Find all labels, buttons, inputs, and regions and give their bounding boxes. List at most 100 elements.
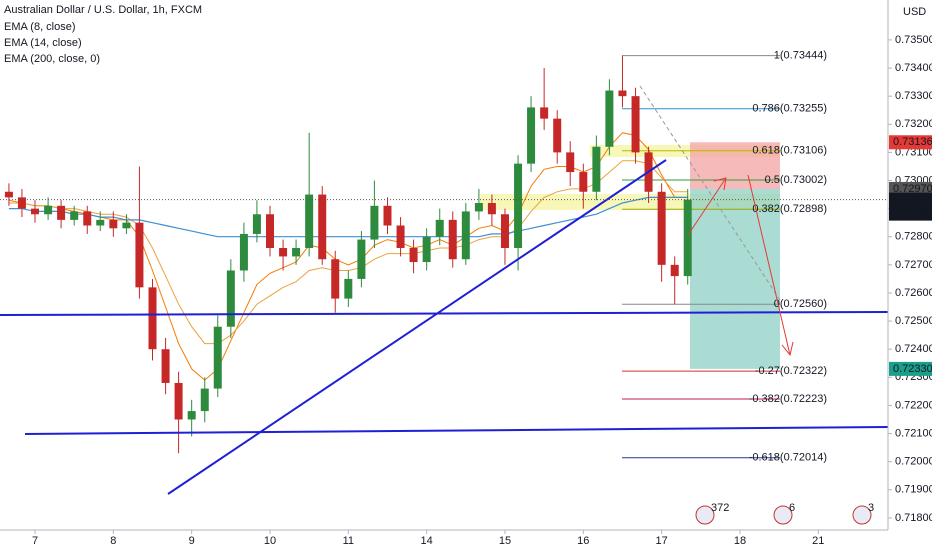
fib-label: 0.786(0.73255) [752,103,827,115]
candle-body [279,247,288,257]
price-tag [889,181,932,196]
candle-body [540,107,549,119]
x-tick-label: 16 [577,535,589,547]
candle-body [514,163,523,248]
y-tick-label: 0.72800 [895,231,932,243]
x-tick-label: 14 [421,535,433,547]
candle-body [487,203,496,215]
x-tick-label: 15 [499,535,511,547]
y-tick-label: 0.73100 [895,146,932,158]
event-icon [852,505,872,525]
candle-body [631,96,640,153]
candle-body [318,194,327,260]
candle-body [252,214,261,234]
x-tick-label: 9 [189,535,195,547]
candle-body [474,203,483,212]
candle-body [683,199,692,277]
y-tick-label: 0.73500 [895,34,932,46]
y-tick-label: 0.72600 [895,287,932,299]
candle-body [605,90,614,147]
event-count: 3 [868,502,874,514]
candle-body [174,382,183,420]
price-tag [889,361,932,376]
candle-body [383,205,392,226]
candle-body [657,191,666,265]
candle-body [448,219,457,260]
candle-body [500,214,509,248]
y-tick-label: 0.73300 [895,90,932,102]
chart-title: Australian Dollar / U.S. Dollar, 1h, FXC… [4,4,202,16]
y-axis-unit: USD [903,6,926,18]
candle-body [670,264,679,277]
candle-body [57,205,66,220]
candle-body [409,247,418,263]
trend-line [167,159,667,495]
fib-label: -0.27(0.72322) [755,365,827,377]
price-tag [889,135,932,150]
fib-label: 0.382(0.72898) [752,203,827,215]
y-tick-label: 0.71900 [895,484,932,496]
trend-line [0,311,889,316]
y-tick-label: 0.71800 [895,512,932,524]
legend-entry: EMA (8, close) [4,21,76,33]
stop-zone [690,142,780,189]
event-icon [773,505,793,525]
candle-body [200,388,209,412]
y-tick-label: 0.72400 [895,343,932,355]
y-tick-label: 0.73400 [895,62,932,74]
candle-body [592,146,601,192]
arrow [747,174,794,357]
trend-line [24,426,889,435]
y-tick-label: 0.72100 [895,427,932,439]
candle-body [265,214,274,248]
candle-body [435,219,444,237]
candle-body [31,208,40,215]
arrow [687,177,727,236]
fib-label: 0(0.72560) [774,298,827,310]
countdown: 32:35 [903,208,931,220]
candle-body [187,411,196,420]
price-tag-label: 0.73136 [893,136,932,148]
candle-body [44,205,53,215]
legend-entry: EMA (14, close) [4,37,82,49]
candle-body [226,270,235,327]
x-tick-label: 10 [264,535,276,547]
candle-body [122,222,131,229]
candle-body [618,90,627,97]
candle-body [566,152,575,173]
candle-body [83,211,92,226]
candle-body [109,219,118,229]
x-tick-label: 18 [734,535,746,547]
candle-body [553,118,562,153]
y-tick-label: 0.72500 [895,315,932,327]
candle-body [396,225,405,248]
fib-label: -0.618(0.72014) [749,452,827,464]
candle-body [579,172,588,192]
candle-body [4,191,13,198]
price-tag-label: 0.72330 [893,363,932,375]
y-tick-label: 0.72000 [895,456,932,468]
fib-label: 0.618(0.73106) [752,145,827,157]
candle-body [148,287,157,350]
candle-body [239,233,248,271]
y-tick-label: 0.72700 [895,259,932,271]
candle-body [344,278,353,299]
legend-entry: EMA (200, close, 0) [4,53,100,65]
candle-body [213,326,222,389]
candle-body [305,194,314,248]
x-tick-label: 8 [110,535,116,547]
fib-label: 1(0.73444) [774,50,827,62]
ema-line [8,132,688,381]
candle-body [357,239,366,279]
x-tick-label: 17 [656,535,668,547]
candle-body [370,205,379,240]
candle-body [422,236,431,263]
candle-body [17,197,26,209]
target-zone [690,188,780,369]
event-count: 6 [789,502,795,514]
price-tag [889,192,932,221]
x-tick-label: 11 [343,535,354,547]
candle-body [331,259,340,299]
fib-label: 0.5(0.73002) [765,174,827,186]
ema-line [8,196,688,238]
